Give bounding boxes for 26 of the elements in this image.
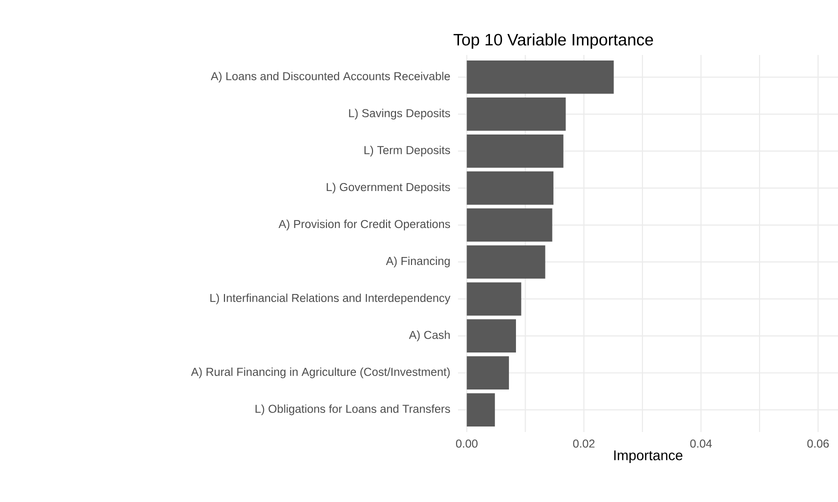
y-tick-label: L) Term Deposits bbox=[364, 146, 450, 156]
y-tick-label: L) Savings Deposits bbox=[349, 108, 450, 120]
y-tick-label: A) Provision for Credit Operations bbox=[278, 220, 450, 230]
y-tick-label: L) Government Deposits bbox=[326, 182, 450, 194]
y-tick-label: A) Financing bbox=[386, 256, 450, 268]
y-tick-label: A) Loans and Discounted Accounts Receivable bbox=[210, 72, 450, 83]
bar bbox=[466, 245, 546, 279]
x-tick-label: 0.06 bbox=[807, 440, 829, 448]
y-tick-label: A) Cash bbox=[408, 330, 450, 342]
bar bbox=[466, 134, 564, 168]
bar bbox=[466, 356, 509, 390]
x-tick-label: 0.00 bbox=[456, 440, 478, 448]
bar bbox=[466, 282, 522, 316]
y-tick-label: A) Rural Financing in Agriculture (Cost/Investment) bbox=[191, 368, 450, 378]
y-tick-label: L) Obligations for Loans and Transfers bbox=[256, 404, 450, 416]
bar bbox=[466, 208, 552, 242]
x-tick-label: 0.02 bbox=[573, 440, 594, 448]
bar bbox=[466, 319, 516, 353]
bar bbox=[466, 60, 614, 94]
bar bbox=[466, 393, 495, 426]
bar bbox=[466, 171, 554, 205]
y-tick-label: L) Interfinancial Relations and Interdependency bbox=[210, 294, 450, 304]
x-tick-label: 0.04 bbox=[690, 440, 712, 448]
chart-title: Top 10 Variable Importance bbox=[454, 33, 653, 49]
x-axis-title: Importance bbox=[614, 450, 682, 464]
bar bbox=[466, 98, 566, 131]
